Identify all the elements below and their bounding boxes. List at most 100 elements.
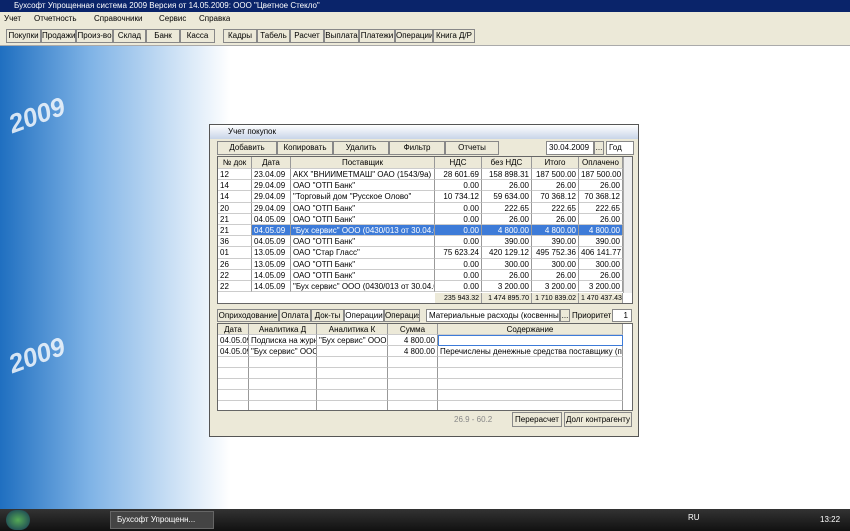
grid-cell[interactable]: 13.05.09 (252, 247, 291, 259)
tab[interactable]: Операция (384, 309, 420, 322)
grid-cell[interactable] (249, 401, 317, 410)
grid-cell[interactable]: ОАО "ОТП Банк" (291, 213, 435, 225)
grid-cell[interactable]: 300.00 (482, 258, 532, 270)
grid-cell[interactable]: 26.00 (482, 180, 532, 192)
column-header[interactable]: № док (218, 157, 252, 169)
column-header[interactable]: Итого (532, 157, 579, 169)
grid-cell[interactable]: 222.65 (482, 202, 532, 214)
grid-cell[interactable]: 04.05.09 (252, 236, 291, 248)
toolbar-button[interactable]: Банк (146, 29, 180, 43)
tab[interactable]: Оплата (279, 309, 311, 322)
grid-cell[interactable]: 04.05.09 (218, 346, 249, 357)
task-button[interactable]: Бухсофт Упрощенн... (110, 511, 214, 529)
grid-cell[interactable]: 22 (218, 281, 252, 293)
grid-cell[interactable] (218, 401, 249, 410)
grid-cell[interactable]: 26.00 (482, 213, 532, 225)
toolbar-button[interactable]: Продажи (41, 29, 76, 43)
grid-cell[interactable]: 21 (218, 225, 252, 237)
grid-cell[interactable]: 406 141.77 (579, 247, 623, 259)
grid-cell[interactable] (438, 368, 623, 379)
toolbar-button[interactable]: Кадры (223, 29, 257, 43)
grid-cell[interactable] (317, 368, 388, 379)
grid-cell[interactable]: 26.00 (532, 269, 579, 281)
grid-cell[interactable]: 01 (218, 247, 252, 259)
date-button[interactable]: ... (594, 141, 604, 155)
grid-cell[interactable] (218, 357, 249, 368)
grid-cell[interactable]: 14.05.09 (252, 269, 291, 281)
menu-item[interactable]: Сервис (159, 14, 187, 23)
grid-cell[interactable]: 4 800.00 (482, 225, 532, 237)
grid-cell[interactable]: 70 368.12 (532, 191, 579, 203)
grid-cell[interactable]: 75 623.24 (435, 247, 482, 259)
action-button[interactable]: Фильтр (389, 141, 445, 155)
grid-cell[interactable] (388, 401, 438, 410)
toolbar-button[interactable]: Книга Д/Р (433, 29, 475, 43)
grid-cell[interactable] (317, 357, 388, 368)
grid-cell[interactable]: Перечислены денежные средства поставщику… (438, 346, 623, 357)
action-button[interactable]: Отчеты (445, 141, 499, 155)
grid-cell[interactable] (438, 401, 623, 410)
grid-cell[interactable]: 14 (218, 180, 252, 192)
grid-cell[interactable] (388, 357, 438, 368)
grid-cell[interactable]: 26.00 (482, 269, 532, 281)
menu-item[interactable]: Справка (199, 14, 231, 23)
action-button[interactable]: Добавить (217, 141, 277, 155)
column-header[interactable]: Содержание (438, 324, 623, 335)
column-header[interactable]: НДС (435, 157, 482, 169)
grid-cell[interactable]: 3 200.00 (482, 281, 532, 293)
grid-cell[interactable]: 300.00 (579, 258, 623, 270)
grid-cell[interactable]: 26.00 (532, 180, 579, 192)
grid-cell[interactable]: АКХ "ВНИИМЕТМАШ" ОАО (1543/9а) (291, 169, 435, 181)
grid-cell[interactable]: 10 734.12 (435, 191, 482, 203)
period-select[interactable]: Год (606, 141, 634, 155)
toolbar-button[interactable]: Склад (113, 29, 146, 43)
grid-cell[interactable] (249, 357, 317, 368)
grid-cell[interactable]: 28 601.69 (435, 169, 482, 181)
grid-cell[interactable]: 29.04.09 (252, 202, 291, 214)
grid-cell[interactable]: 4 800.00 (388, 346, 438, 357)
grid-cell[interactable]: 13.05.09 (252, 258, 291, 270)
grid-cell[interactable]: 14.05.09 (252, 281, 291, 293)
grid-cell[interactable] (317, 379, 388, 390)
tab[interactable]: Операции (344, 309, 384, 322)
grid-cell[interactable]: 26.00 (579, 269, 623, 281)
toolbar-button[interactable]: Табель (257, 29, 290, 43)
grid-cell[interactable] (438, 335, 623, 346)
grid-cell[interactable]: 23.04.09 (252, 169, 291, 181)
grid-cell[interactable]: 0.00 (435, 258, 482, 270)
grid-cell[interactable]: 04.05.09 (252, 213, 291, 225)
grid-cell[interactable]: 14 (218, 191, 252, 203)
grid-cell[interactable]: 70 368.12 (579, 191, 623, 203)
toolbar-button[interactable]: Выплата (324, 29, 359, 43)
grid-cell[interactable] (218, 379, 249, 390)
grid-cell[interactable]: ОАО "Стар Гласс" (291, 247, 435, 259)
grid-cell[interactable]: 4 800.00 (579, 225, 623, 237)
grid-cell[interactable]: 12 (218, 169, 252, 181)
grid-cell[interactable] (218, 390, 249, 401)
grid-cell[interactable] (438, 379, 623, 390)
grid-cell[interactable]: 26.00 (579, 213, 623, 225)
grid-cell[interactable]: 222.65 (532, 202, 579, 214)
grid-cell[interactable]: 390.00 (532, 236, 579, 248)
toolbar-button[interactable]: Произ-во (76, 29, 113, 43)
grid-cell[interactable]: "Бух сервис" ООО (0430/013 от 30.04.09 (291, 225, 435, 237)
column-header[interactable]: Поставщик (291, 157, 435, 169)
grid-cell[interactable] (218, 368, 249, 379)
grid-cell[interactable]: Подписка на журнал (249, 335, 317, 346)
grid-cell[interactable]: "Бух сервис" ООО (0430/013 от 30.04.09 (291, 281, 435, 293)
grid-cell[interactable] (388, 390, 438, 401)
grid-cell[interactable] (388, 368, 438, 379)
toolbar-button[interactable]: Платежи (359, 29, 395, 43)
grid-cell[interactable]: 0.00 (435, 213, 482, 225)
grid-cell[interactable]: 0.00 (435, 225, 482, 237)
grid-cell[interactable]: ОАО "ОТП Банк" (291, 269, 435, 281)
language[interactable]: RU (688, 513, 700, 522)
grid-cell[interactable] (249, 390, 317, 401)
grid-cell[interactable]: ОАО "ОТП Банк" (291, 258, 435, 270)
menu-item[interactable]: Учет (4, 14, 22, 23)
grid-cell[interactable]: 420 129.12 (482, 247, 532, 259)
grid-cell[interactable]: 29.04.09 (252, 180, 291, 192)
grid-cell[interactable]: 495 752.36 (532, 247, 579, 259)
grid-cell[interactable]: 04.05.09 (252, 225, 291, 237)
toolbar-button[interactable]: Касса (180, 29, 215, 43)
